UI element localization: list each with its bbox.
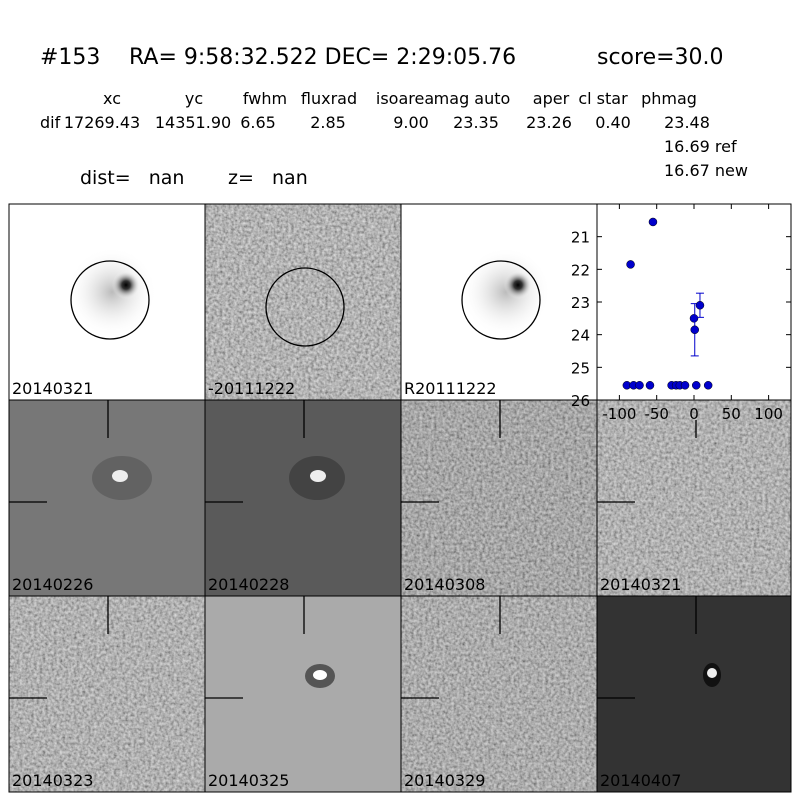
table: xc yc fwhm fluxrad isoarea mag auto aper cl sta…	[40, 89, 748, 180]
panel-label: 20140325	[208, 771, 289, 790]
column-header: aper	[533, 89, 570, 108]
source	[504, 271, 532, 299]
panels	[8, 203, 792, 793]
point	[691, 381, 701, 390]
noise	[205, 204, 401, 400]
source	[112, 271, 140, 299]
x-tick-label: 100	[754, 405, 783, 423]
panel-label: 20140323	[12, 771, 93, 790]
header-score: score=30.0	[597, 45, 724, 70]
plot-area	[597, 204, 791, 400]
panel-label: 20140407	[600, 771, 681, 790]
column-header: fluxrad	[301, 89, 357, 108]
crosshairs	[9, 400, 697, 699]
dist: dist= nan	[80, 167, 184, 189]
cell: 23.35	[453, 113, 499, 132]
aperture	[461, 260, 541, 340]
noise	[9, 596, 205, 792]
aperture	[265, 267, 345, 347]
cell: 2.85	[310, 113, 346, 132]
cell: 0.40	[595, 113, 631, 132]
extra-line: 16.69 ref	[664, 137, 737, 156]
cell: 6.65	[240, 113, 276, 132]
panel-label: 20140228	[208, 575, 289, 594]
x-tick-label: -100	[602, 405, 636, 423]
column-header: yc	[185, 89, 203, 108]
point	[645, 381, 655, 390]
panel-label: 20140226	[12, 575, 93, 594]
panel-label: 20140329	[404, 771, 485, 790]
noise	[401, 400, 597, 596]
residual	[313, 670, 327, 680]
panel-label: -20111222	[208, 379, 295, 398]
z: z= nan	[228, 167, 308, 189]
point	[695, 301, 705, 310]
y-tick-label: 26	[571, 392, 590, 410]
point	[635, 381, 644, 390]
cell: 9.00	[393, 113, 429, 132]
header-coords: RA= 9:58:32.522 DEC= 2:29:05.76	[129, 45, 516, 70]
panel-image	[205, 596, 401, 792]
point	[626, 260, 635, 269]
x-tick-label: 0	[689, 405, 699, 423]
point	[680, 381, 690, 390]
panel-label: R20111222	[404, 379, 497, 398]
extra-line: 16.67 new	[664, 161, 748, 180]
point	[690, 325, 699, 335]
y-tick-label: 24	[571, 327, 590, 345]
panel-labels: 20140321 -20111222 R20111222 20140226 201402…	[12, 379, 681, 790]
noise	[401, 596, 597, 792]
residual	[112, 470, 128, 482]
cell: 14351.90	[155, 113, 231, 132]
cell: 17269.43	[64, 113, 140, 132]
scatter-chart: 21 22 23 24 25 26 -100 -50 0 50 100	[571, 204, 791, 423]
point	[648, 217, 658, 227]
cell: 23.48	[664, 113, 710, 132]
column-header: fwhm	[243, 89, 287, 108]
point	[689, 314, 699, 323]
panel-image	[9, 400, 205, 596]
y-tick-label: 23	[571, 294, 590, 312]
residual	[310, 470, 326, 482]
column-header: isoarea	[376, 89, 434, 108]
panel-label: 20140321	[12, 379, 93, 398]
column-header: xc	[103, 89, 121, 108]
panel-image	[597, 596, 791, 792]
column-header: cl star	[578, 89, 628, 108]
point	[703, 381, 713, 390]
row-label: dif	[40, 113, 61, 132]
noise	[597, 400, 791, 596]
column-header: mag auto	[434, 89, 511, 108]
y-tick-label: 22	[571, 261, 590, 279]
aperture	[70, 260, 150, 340]
panel-borders	[8, 203, 792, 793]
header-id: #153	[40, 45, 100, 70]
cell: 23.26	[526, 113, 572, 132]
y-tick-label: 25	[571, 359, 590, 377]
column-header: phmag	[641, 89, 697, 108]
panel-label: 20140308	[404, 575, 485, 594]
residual	[707, 668, 717, 678]
panel-image	[205, 400, 401, 596]
x-tick-label: -50	[644, 405, 669, 423]
x-tick-label: 50	[722, 405, 741, 423]
panel-label: 20140321	[600, 575, 681, 594]
y-tick-label: 21	[571, 229, 590, 247]
